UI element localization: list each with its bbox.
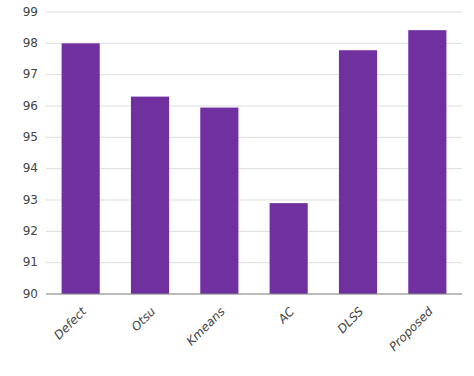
grid-line xyxy=(46,168,462,169)
grid-line xyxy=(46,262,462,263)
x-tick-label: AC xyxy=(275,304,298,327)
x-tick-label: Otsu xyxy=(129,304,159,334)
chart-container: 90 91 92 93 94 95 96 97 98 99 Defect Otsu Kmeans AC DL… xyxy=(0,0,474,376)
y-grid xyxy=(46,12,462,294)
grid-line xyxy=(46,43,462,44)
y-tick-labels: 90 91 92 93 94 95 96 97 98 99 xyxy=(23,5,38,301)
y-tick-label: 91 xyxy=(23,255,38,269)
bar xyxy=(62,43,100,294)
bar xyxy=(131,97,169,294)
grid-line xyxy=(46,294,462,295)
x-tick-label: DLSS xyxy=(335,304,367,336)
bar xyxy=(408,30,446,294)
grid-line xyxy=(46,200,462,201)
y-tick-label: 96 xyxy=(23,99,38,113)
x-tick-label: Kmeans xyxy=(184,304,228,348)
grid-line xyxy=(46,137,462,138)
x-axis-line xyxy=(46,294,462,295)
y-tick-label: 94 xyxy=(23,161,38,175)
x-tick-label: Defect xyxy=(51,304,90,343)
grid-line xyxy=(46,74,462,75)
y-tick-label: 90 xyxy=(23,287,38,301)
bar xyxy=(270,203,308,294)
y-tick-label: 95 xyxy=(23,130,38,144)
y-tick-label: 97 xyxy=(23,67,38,81)
y-tick-label: 92 xyxy=(23,224,38,238)
bars xyxy=(62,30,447,294)
grid-line xyxy=(46,231,462,232)
x-tick-label: Proposed xyxy=(386,304,436,354)
bar xyxy=(200,108,238,294)
y-tick-label: 93 xyxy=(23,193,38,207)
bar xyxy=(339,50,377,294)
y-tick-label: 99 xyxy=(23,5,38,19)
grid-line xyxy=(46,12,462,13)
chart-svg: 90 91 92 93 94 95 96 97 98 99 Defect Otsu Kmeans AC DL… xyxy=(0,0,474,376)
grid-line xyxy=(46,106,462,107)
x-tick-labels: Defect Otsu Kmeans AC DLSS Proposed xyxy=(51,304,436,354)
y-tick-label: 98 xyxy=(23,36,38,50)
